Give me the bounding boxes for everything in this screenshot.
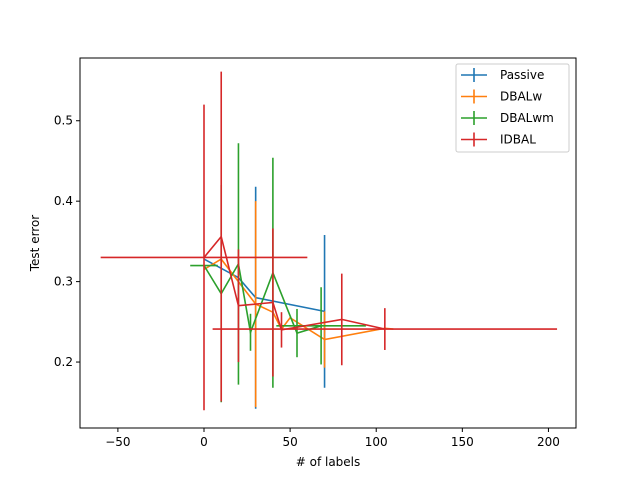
axes-frame bbox=[79, 57, 577, 429]
x-axis-label: # of labels bbox=[296, 455, 361, 469]
legend-item-passive: Passive bbox=[461, 68, 544, 82]
y-tick-label: 0.3 bbox=[54, 275, 73, 289]
legend-label: Passive bbox=[500, 68, 544, 82]
x-tick-label: −50 bbox=[105, 435, 130, 449]
x-tick-label: 100 bbox=[365, 435, 388, 449]
legend-box bbox=[455, 63, 570, 153]
legend: Passive DBALw DBALwm IDBAL bbox=[455, 63, 570, 153]
legend-label: IDBAL bbox=[500, 133, 536, 147]
y-tick-label: 0.5 bbox=[54, 114, 73, 128]
x-tick-label: 50 bbox=[282, 435, 297, 449]
series-idbal bbox=[100, 71, 558, 411]
x-tick-label: 200 bbox=[537, 435, 560, 449]
legend-label: DBALw bbox=[500, 90, 542, 104]
y-tick-label: 0.2 bbox=[54, 355, 73, 369]
x-tick-label: 0 bbox=[200, 435, 208, 449]
legend-label: DBALwm bbox=[500, 111, 554, 125]
x-tick-label: 150 bbox=[451, 435, 474, 449]
legend-item-dbalw: DBALw bbox=[461, 89, 542, 104]
y-tick-label: 0.4 bbox=[54, 194, 73, 208]
legend-item-dbalwm: DBALwm bbox=[461, 111, 554, 125]
y-axis-label: Test error bbox=[28, 215, 42, 273]
plot-area bbox=[100, 71, 558, 411]
axis-ticks: −50 0 50 100 150 200 0.2 0.3 0.4 0.5 bbox=[54, 114, 560, 449]
legend-item-idbal: IDBAL bbox=[461, 132, 536, 147]
